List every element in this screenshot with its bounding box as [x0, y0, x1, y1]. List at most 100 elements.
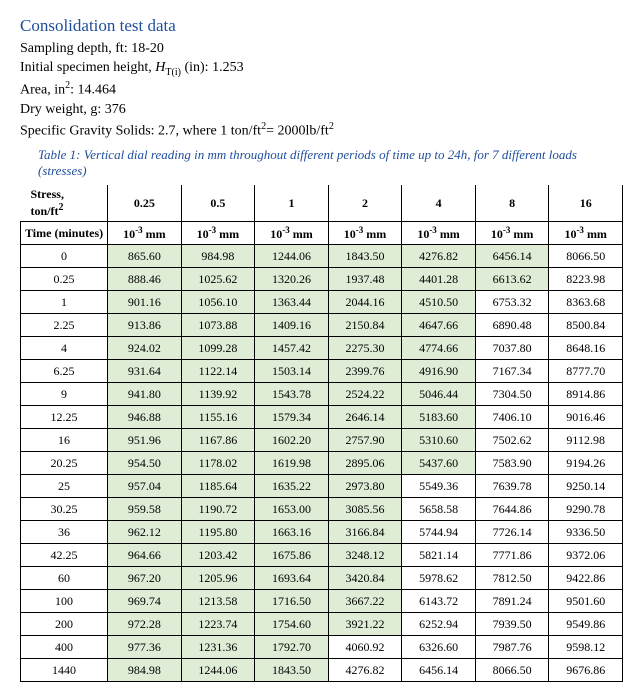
- table-row: 400977.361231.361792.704060.926326.60798…: [21, 636, 623, 659]
- text: : 14.464: [70, 83, 116, 98]
- cell-value: 1073.88: [181, 314, 255, 337]
- table-row: 16951.961167.861602.202757.905310.607502…: [21, 429, 623, 452]
- cell-value: 4510.50: [402, 291, 476, 314]
- header-load: 2: [328, 185, 402, 222]
- cell-time: 36: [21, 521, 108, 544]
- header-unit: 10-3 mm: [402, 222, 476, 245]
- cell-value: 984.98: [108, 659, 182, 682]
- cell-value: 924.02: [108, 337, 182, 360]
- cell-value: 7939.50: [475, 613, 549, 636]
- cell-value: 1244.06: [181, 659, 255, 682]
- cell-time: 30.25: [21, 498, 108, 521]
- cell-value: 1619.98: [255, 452, 329, 475]
- cell-value: 3667.22: [328, 590, 402, 613]
- meta-initial-height: Initial specimen height, HT(i) (in): 1.2…: [20, 59, 623, 79]
- table-row: 200972.281223.741754.603921.226252.94793…: [21, 613, 623, 636]
- cell-value: 1843.50: [255, 659, 329, 682]
- cell-time: 60: [21, 567, 108, 590]
- table-row: 0.25888.461025.621320.261937.484401.2866…: [21, 268, 623, 291]
- cell-value: 1792.70: [255, 636, 329, 659]
- table-row: 2.25913.861073.881409.162150.844647.6668…: [21, 314, 623, 337]
- cell-value: 4774.66: [402, 337, 476, 360]
- cell-value: 1937.48: [328, 268, 402, 291]
- header-unit: 10-3 mm: [475, 222, 549, 245]
- cell-value: 8500.84: [549, 314, 623, 337]
- cell-value: 7406.10: [475, 406, 549, 429]
- cell-value: 2524.22: [328, 383, 402, 406]
- cell-value: 8223.98: [549, 268, 623, 291]
- table-row: 20.25954.501178.021619.982895.065437.607…: [21, 452, 623, 475]
- cell-value: 9372.06: [549, 544, 623, 567]
- cell-time: 400: [21, 636, 108, 659]
- table-row: 30.25959.581190.721653.003085.565658.587…: [21, 498, 623, 521]
- cell-value: 972.28: [108, 613, 182, 636]
- cell-value: 2044.16: [328, 291, 402, 314]
- cell-value: 964.66: [108, 544, 182, 567]
- cell-time: 20.25: [21, 452, 108, 475]
- header-load: 1: [255, 185, 329, 222]
- cell-value: 2275.30: [328, 337, 402, 360]
- cell-value: 967.20: [108, 567, 182, 590]
- cell-time: 2.25: [21, 314, 108, 337]
- table-row: 36962.121195.801663.163166.845744.947726…: [21, 521, 623, 544]
- cell-value: 888.46: [108, 268, 182, 291]
- meta-area: Area, in2: 14.464: [20, 79, 623, 101]
- cell-value: 6753.32: [475, 291, 549, 314]
- cell-time: 16: [21, 429, 108, 452]
- text: Specific Gravity Solids: 2.7, where 1 to…: [20, 123, 261, 138]
- cell-value: 901.16: [108, 291, 182, 314]
- cell-value: 1675.86: [255, 544, 329, 567]
- header-unit: 10-3 mm: [181, 222, 255, 245]
- cell-value: 1185.64: [181, 475, 255, 498]
- cell-time: 6.25: [21, 360, 108, 383]
- table-row: 0865.60984.981244.061843.504276.826456.1…: [21, 245, 623, 268]
- cell-value: 7502.62: [475, 429, 549, 452]
- cell-value: 931.64: [108, 360, 182, 383]
- cell-value: 9336.50: [549, 521, 623, 544]
- cell-value: 977.36: [108, 636, 182, 659]
- header-unit: 10-3 mm: [328, 222, 402, 245]
- cell-value: 6456.14: [402, 659, 476, 682]
- table-row: 60967.201205.961693.643420.845978.627812…: [21, 567, 623, 590]
- cell-value: 3248.12: [328, 544, 402, 567]
- table-row: 4924.021099.281457.422275.304774.667037.…: [21, 337, 623, 360]
- table-row: 42.25964.661203.421675.863248.125821.147…: [21, 544, 623, 567]
- table-row: 6.25931.641122.141503.142399.764916.9071…: [21, 360, 623, 383]
- cell-value: 962.12: [108, 521, 182, 544]
- table-row: 1440984.981244.061843.504276.826456.1480…: [21, 659, 623, 682]
- cell-time: 100: [21, 590, 108, 613]
- cell-value: 5549.36: [402, 475, 476, 498]
- cell-value: 9290.78: [549, 498, 623, 521]
- cell-value: 7167.34: [475, 360, 549, 383]
- cell-value: 2646.14: [328, 406, 402, 429]
- cell-value: 1139.92: [181, 383, 255, 406]
- meta-sampling-depth: Sampling depth, ft: 18-20: [20, 40, 623, 59]
- cell-value: 913.86: [108, 314, 182, 337]
- cell-value: 7644.86: [475, 498, 549, 521]
- table-row: 25957.041185.641635.222973.805549.367639…: [21, 475, 623, 498]
- cell-value: 9016.46: [549, 406, 623, 429]
- cell-time: 42.25: [21, 544, 108, 567]
- cell-value: 1025.62: [181, 268, 255, 291]
- cell-value: 1409.16: [255, 314, 329, 337]
- cell-value: 1653.00: [255, 498, 329, 521]
- cell-value: 1602.20: [255, 429, 329, 452]
- cell-value: 2757.90: [328, 429, 402, 452]
- meta-specific-gravity: Specific Gravity Solids: 2.7, where 1 to…: [20, 120, 623, 142]
- cell-value: 6326.60: [402, 636, 476, 659]
- cell-value: 5978.62: [402, 567, 476, 590]
- cell-value: 3420.84: [328, 567, 402, 590]
- cell-value: 5183.60: [402, 406, 476, 429]
- cell-value: 1693.64: [255, 567, 329, 590]
- header-unit: 10-3 mm: [549, 222, 623, 245]
- cell-value: 6252.94: [402, 613, 476, 636]
- cell-value: 9549.86: [549, 613, 623, 636]
- cell-value: 7037.80: [475, 337, 549, 360]
- cell-value: 5744.94: [402, 521, 476, 544]
- cell-value: 1244.06: [255, 245, 329, 268]
- header-load: 4: [402, 185, 476, 222]
- cell-value: 1213.58: [181, 590, 255, 613]
- cell-value: 5658.58: [402, 498, 476, 521]
- header-unit: 10-3 mm: [108, 222, 182, 245]
- header-stress: Stress,ton/ft2: [21, 185, 108, 222]
